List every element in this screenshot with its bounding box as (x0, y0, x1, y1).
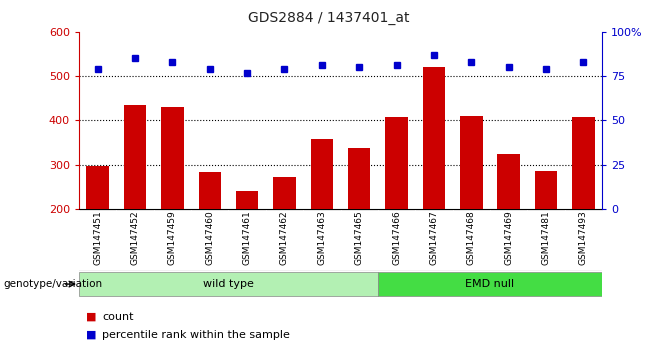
Text: GSM147481: GSM147481 (542, 210, 551, 265)
Text: GSM147459: GSM147459 (168, 210, 177, 265)
Bar (79, 272, 378, 296)
Text: count: count (102, 312, 134, 322)
Text: GSM147461: GSM147461 (243, 210, 251, 265)
Bar (378, 272, 602, 296)
Text: GSM147460: GSM147460 (205, 210, 215, 265)
Text: GDS2884 / 1437401_at: GDS2884 / 1437401_at (248, 11, 410, 25)
Bar (236, 191, 259, 209)
Text: GSM147463: GSM147463 (317, 210, 326, 265)
Bar (572, 117, 595, 209)
Text: GSM147465: GSM147465 (355, 210, 364, 265)
Bar (497, 154, 520, 209)
Bar (199, 172, 221, 209)
Text: GSM147493: GSM147493 (579, 210, 588, 265)
Bar (386, 117, 408, 209)
Text: GSM147451: GSM147451 (93, 210, 102, 265)
Bar (348, 148, 370, 209)
Text: GSM147467: GSM147467 (430, 210, 438, 265)
Text: GSM147452: GSM147452 (130, 210, 139, 265)
Text: GSM147468: GSM147468 (467, 210, 476, 265)
Bar (535, 171, 557, 209)
Text: wild type: wild type (203, 279, 254, 289)
Bar (422, 67, 445, 209)
Text: ■: ■ (86, 330, 96, 339)
Text: GSM147469: GSM147469 (504, 210, 513, 265)
Bar (86, 166, 109, 209)
Text: genotype/variation: genotype/variation (3, 279, 103, 289)
Text: percentile rank within the sample: percentile rank within the sample (102, 330, 290, 339)
Bar (311, 139, 333, 209)
Bar (273, 177, 295, 209)
Text: EMD null: EMD null (465, 279, 515, 289)
Text: GSM147466: GSM147466 (392, 210, 401, 265)
Bar (124, 105, 146, 209)
Bar (161, 107, 184, 209)
Text: GSM147462: GSM147462 (280, 210, 289, 265)
Text: ■: ■ (86, 312, 96, 322)
Bar (460, 116, 482, 209)
